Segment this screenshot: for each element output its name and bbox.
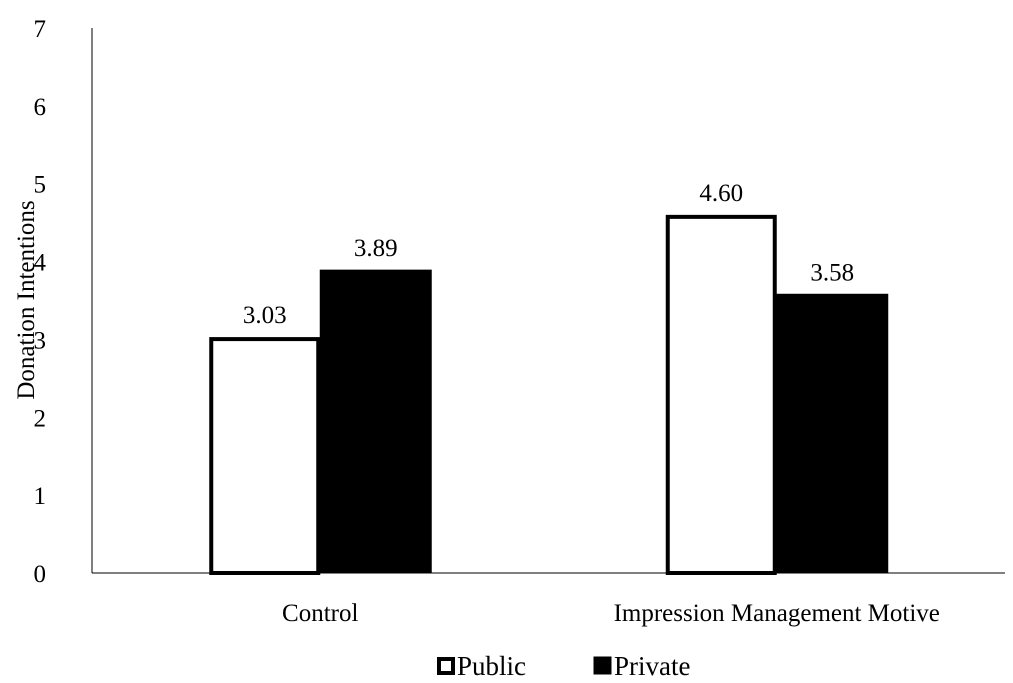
bar-private-1 xyxy=(319,269,432,574)
bar-private-2 xyxy=(776,293,889,574)
bar-public-1 xyxy=(209,337,321,576)
legend-label-private: Private xyxy=(614,651,690,681)
data-label: 3.89 xyxy=(354,235,398,262)
y-tick-label: 6 xyxy=(34,94,47,121)
y-tick-labels: 0 1 2 3 4 5 6 7 xyxy=(34,16,47,588)
data-labels: 3.03 3.89 4.60 3.58 xyxy=(243,180,854,329)
y-tick-label: 1 xyxy=(34,483,47,510)
y-tick-label: 2 xyxy=(34,405,47,432)
category-label: Impression Management Motive xyxy=(614,600,940,627)
category-labels: Control Impression Management Motive xyxy=(282,600,940,627)
legend-swatch-public xyxy=(437,657,455,675)
y-axis-title: Donation Intentions xyxy=(13,200,40,399)
legend-label-public: Public xyxy=(457,651,526,681)
bars xyxy=(209,214,889,576)
legend-swatch-private xyxy=(593,656,612,675)
y-tick-label: 5 xyxy=(34,172,47,199)
y-tick-label: 7 xyxy=(34,16,47,43)
legend: Public Private xyxy=(437,651,690,681)
category-label: Control xyxy=(282,600,358,627)
y-tick-label: 0 xyxy=(34,561,47,588)
data-label: 3.58 xyxy=(810,259,854,286)
y-tick-label: 3 xyxy=(34,327,47,354)
y-tick-label: 4 xyxy=(34,250,47,277)
bar-public-2 xyxy=(665,214,777,575)
data-label: 3.03 xyxy=(243,302,287,329)
data-label: 4.60 xyxy=(699,180,743,207)
